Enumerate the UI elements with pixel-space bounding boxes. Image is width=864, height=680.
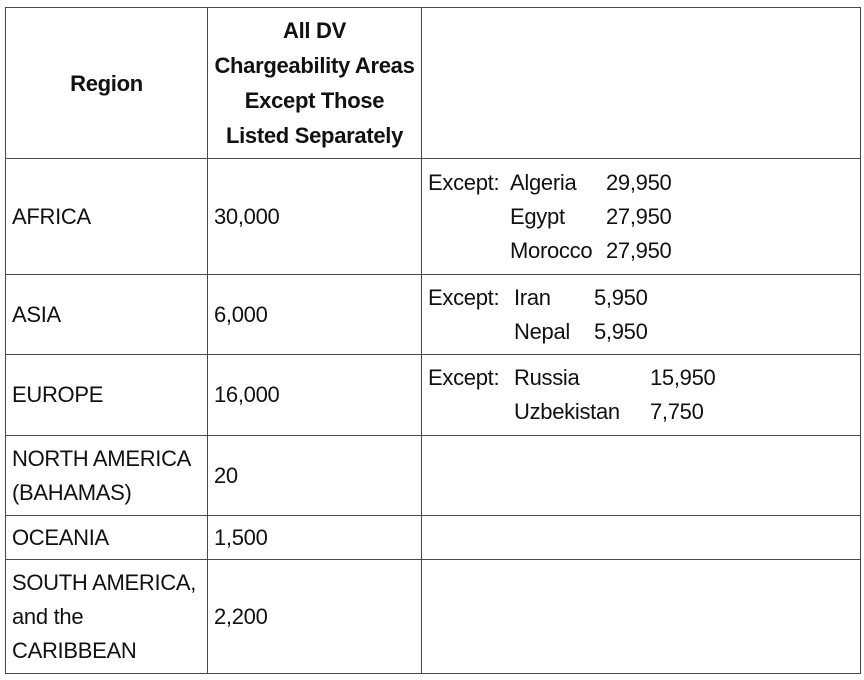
exceptions-cell-empty (421, 559, 861, 674)
exception-row: Iran 5,950 (510, 281, 854, 315)
except-label: Except: (428, 284, 500, 310)
value-cell: 16,000 (207, 354, 422, 436)
exception-country: Russia (514, 365, 580, 390)
exception-row: Egypt 27,950 (510, 200, 854, 234)
table-row-europe: EUROPE 16,000 Except: Russia 15,950 Uzbe… (5, 354, 861, 436)
exception-country: Egypt (510, 203, 565, 229)
exceptions-cell-empty (421, 515, 861, 560)
exception-row: Algeria 29,950 (510, 166, 854, 200)
header-exceptions (421, 7, 861, 159)
region-cell: NORTH AMERICA (BAHAMAS) (5, 435, 208, 516)
value-cell: 1,500 (207, 515, 422, 560)
value-cell: 2,200 (207, 559, 422, 674)
value-cell: 6,000 (207, 274, 422, 355)
exception-country: Uzbekistan (514, 399, 620, 424)
exception-value: 29,950 (606, 169, 672, 195)
table-row-africa: AFRICA 30,000 Except: Algeria 29,950 Egy… (5, 158, 861, 275)
region-cell: AFRICA (5, 158, 208, 275)
exception-value: 5,950 (594, 318, 648, 344)
table-row-oceania: OCEANIA 1,500 (5, 515, 861, 560)
table-row-asia: ASIA 6,000 Except: Iran 5,950 Nepal 5,95… (5, 274, 861, 355)
exception-value: 7,750 (650, 399, 704, 424)
region-cell: ASIA (5, 274, 208, 355)
header-all-dv-areas: All DV Chargeability Areas Except Those … (207, 7, 422, 159)
exceptions-cell-empty (421, 435, 861, 516)
value-cell: 20 (207, 435, 422, 516)
exception-country: Nepal (514, 318, 570, 344)
table-row-north-america: NORTH AMERICA (BAHAMAS) 20 (5, 435, 861, 516)
exception-row: Russia 15,950 (510, 361, 854, 395)
region-cell: EUROPE (5, 354, 208, 436)
exception-row: Uzbekistan 7,750 (510, 395, 854, 429)
table-row-south-america: SOUTH AMERICA, and the CARIBBEAN 2,200 (5, 559, 861, 674)
exception-row: Nepal 5,950 (510, 315, 854, 349)
except-label: Except: (428, 169, 500, 195)
dv-allocation-table: Region All DV Chargeability Areas Except… (5, 7, 861, 674)
exception-country: Iran (514, 284, 551, 310)
exception-value: 5,950 (594, 284, 648, 310)
exception-value: 27,950 (606, 237, 672, 263)
exceptions-cell: Except: Algeria 29,950 Egypt 27,950 Moro… (421, 158, 861, 275)
exceptions-list: Except: Algeria 29,950 Egypt 27,950 Moro… (428, 166, 854, 268)
exception-row: Morocco 27,950 (510, 234, 854, 268)
exception-value: 27,950 (606, 203, 672, 229)
exception-value: 15,950 (650, 365, 716, 390)
header-region: Region (5, 7, 208, 159)
exceptions-list: Except: Iran 5,950 Nepal 5,950 (428, 281, 854, 349)
exception-country: Morocco (510, 237, 593, 263)
header-row: Region All DV Chargeability Areas Except… (5, 7, 861, 159)
exception-country: Algeria (510, 169, 577, 195)
except-label: Except: (428, 365, 500, 390)
exceptions-cell: Except: Iran 5,950 Nepal 5,950 (421, 274, 861, 355)
exceptions-list: Except: Russia 15,950 Uzbekistan 7,750 (428, 361, 854, 429)
region-cell: OCEANIA (5, 515, 208, 560)
value-cell: 30,000 (207, 158, 422, 275)
region-cell: SOUTH AMERICA, and the CARIBBEAN (5, 559, 208, 674)
exceptions-cell: Except: Russia 15,950 Uzbekistan 7,750 (421, 354, 861, 436)
